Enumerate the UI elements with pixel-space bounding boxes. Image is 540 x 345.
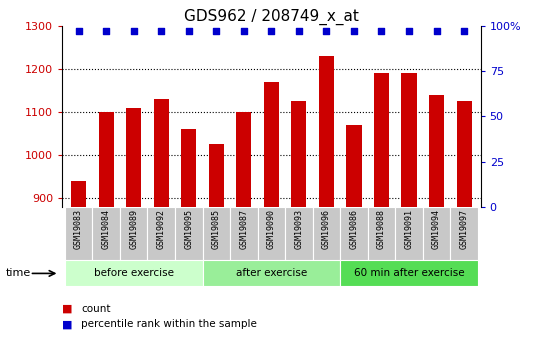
- Text: percentile rank within the sample: percentile rank within the sample: [81, 319, 257, 329]
- Bar: [319, 56, 334, 207]
- Bar: [99, 112, 114, 207]
- Point: [322, 29, 330, 34]
- Bar: [181, 129, 197, 207]
- Point: [267, 29, 275, 34]
- Text: 60 min after exercise: 60 min after exercise: [354, 268, 464, 278]
- Point: [349, 29, 358, 34]
- FancyBboxPatch shape: [175, 207, 202, 260]
- FancyBboxPatch shape: [423, 207, 450, 260]
- Text: GSM19092: GSM19092: [157, 209, 166, 249]
- Bar: [65, 260, 202, 286]
- Point: [377, 29, 386, 34]
- Text: GSM19090: GSM19090: [267, 209, 276, 249]
- Text: GSM19089: GSM19089: [129, 209, 138, 249]
- Text: ■: ■: [62, 304, 72, 314]
- FancyBboxPatch shape: [147, 207, 175, 260]
- Bar: [429, 95, 444, 207]
- Point: [185, 29, 193, 34]
- Text: GSM19086: GSM19086: [349, 209, 359, 249]
- Text: GSM19094: GSM19094: [432, 209, 441, 249]
- FancyBboxPatch shape: [395, 207, 423, 260]
- Text: GSM19096: GSM19096: [322, 209, 331, 249]
- Point: [240, 29, 248, 34]
- Point: [404, 29, 413, 34]
- Text: ■: ■: [62, 319, 72, 329]
- Text: GSM19088: GSM19088: [377, 209, 386, 249]
- Text: GSM19085: GSM19085: [212, 209, 221, 249]
- Text: GSM19084: GSM19084: [102, 209, 111, 249]
- Bar: [202, 260, 340, 286]
- Text: GSM19091: GSM19091: [404, 209, 414, 249]
- Bar: [340, 260, 478, 286]
- FancyBboxPatch shape: [120, 207, 147, 260]
- Text: GSM19095: GSM19095: [184, 209, 193, 249]
- FancyBboxPatch shape: [65, 207, 92, 260]
- FancyBboxPatch shape: [92, 207, 120, 260]
- Point: [432, 29, 441, 34]
- Point: [75, 29, 83, 34]
- FancyBboxPatch shape: [285, 207, 313, 260]
- Point: [157, 29, 166, 34]
- FancyBboxPatch shape: [230, 207, 258, 260]
- FancyBboxPatch shape: [313, 207, 340, 260]
- Bar: [71, 181, 86, 207]
- Bar: [456, 101, 471, 207]
- Text: GSM19083: GSM19083: [74, 209, 83, 249]
- FancyBboxPatch shape: [450, 207, 478, 260]
- FancyBboxPatch shape: [258, 207, 285, 260]
- Text: count: count: [81, 304, 111, 314]
- Point: [130, 29, 138, 34]
- FancyBboxPatch shape: [202, 207, 230, 260]
- FancyBboxPatch shape: [368, 207, 395, 260]
- Bar: [264, 82, 279, 207]
- Point: [294, 29, 303, 34]
- Text: GSM19093: GSM19093: [294, 209, 303, 249]
- Text: before exercise: before exercise: [93, 268, 174, 278]
- Text: GSM19097: GSM19097: [460, 209, 469, 249]
- Bar: [236, 112, 252, 207]
- FancyBboxPatch shape: [340, 207, 368, 260]
- Title: GDS962 / 208749_x_at: GDS962 / 208749_x_at: [184, 8, 359, 24]
- Text: after exercise: after exercise: [236, 268, 307, 278]
- Bar: [374, 73, 389, 207]
- Point: [102, 29, 111, 34]
- Bar: [154, 99, 169, 207]
- Point: [212, 29, 221, 34]
- Bar: [291, 101, 307, 207]
- Bar: [401, 73, 416, 207]
- Text: time: time: [5, 268, 31, 278]
- Bar: [126, 108, 141, 207]
- Point: [460, 29, 468, 34]
- Text: GSM19087: GSM19087: [239, 209, 248, 249]
- Bar: [209, 145, 224, 207]
- Bar: [346, 125, 361, 207]
